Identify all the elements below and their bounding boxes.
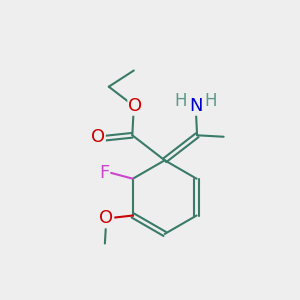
Text: O: O bbox=[128, 97, 142, 115]
Text: O: O bbox=[91, 128, 105, 146]
Text: N: N bbox=[189, 97, 202, 115]
Text: F: F bbox=[99, 164, 110, 182]
Text: O: O bbox=[99, 209, 113, 227]
Text: H: H bbox=[175, 92, 187, 110]
Text: H: H bbox=[204, 92, 217, 110]
